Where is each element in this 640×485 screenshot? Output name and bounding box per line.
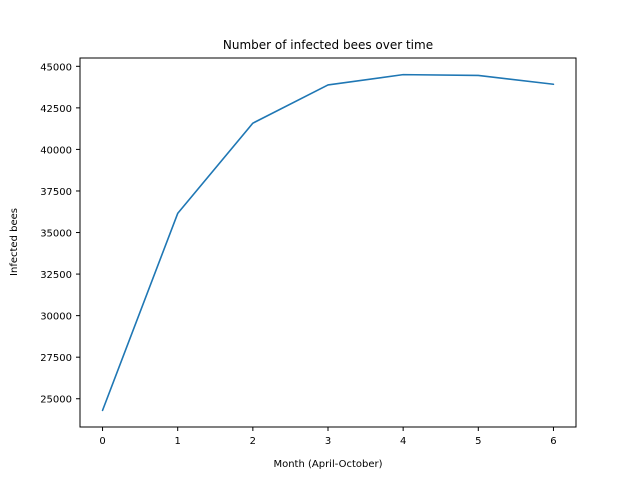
series-line-0 [101,73,555,412]
y-tick-label: 25000 [40,395,72,406]
plot-area-frame [79,57,577,428]
x-tick-label: 6 [550,436,556,447]
y-tick-label: 40000 [40,145,72,156]
x-axis-ticks: 0 1 2 3 4 5 6 [99,427,557,447]
x-tick-label: 4 [400,436,406,447]
y-tick-label: 35000 [40,229,72,240]
x-axis-label: Month (April-October) [273,459,382,470]
y-tick-label: 42500 [40,104,72,115]
x-tick-label: 1 [175,436,181,447]
y-axis-label: Infected bees [9,208,20,276]
chart-title: Number of infected bees over time [223,38,433,52]
y-tick-label: 27500 [40,353,72,364]
y-tick-label: 30000 [40,312,72,323]
series-layer [101,73,555,412]
x-tick-label: 0 [99,436,105,447]
y-axis-ticks: 25000 27500 30000 32500 35000 37500 40000 42500… [40,62,80,406]
y-tick-label: 32500 [40,270,72,281]
y-tick-label: 37500 [40,187,72,198]
x-tick-label: 2 [250,436,256,447]
x-tick-label: 3 [325,436,331,447]
y-tick-label: 45000 [40,62,72,73]
x-tick-label: 5 [475,436,481,447]
